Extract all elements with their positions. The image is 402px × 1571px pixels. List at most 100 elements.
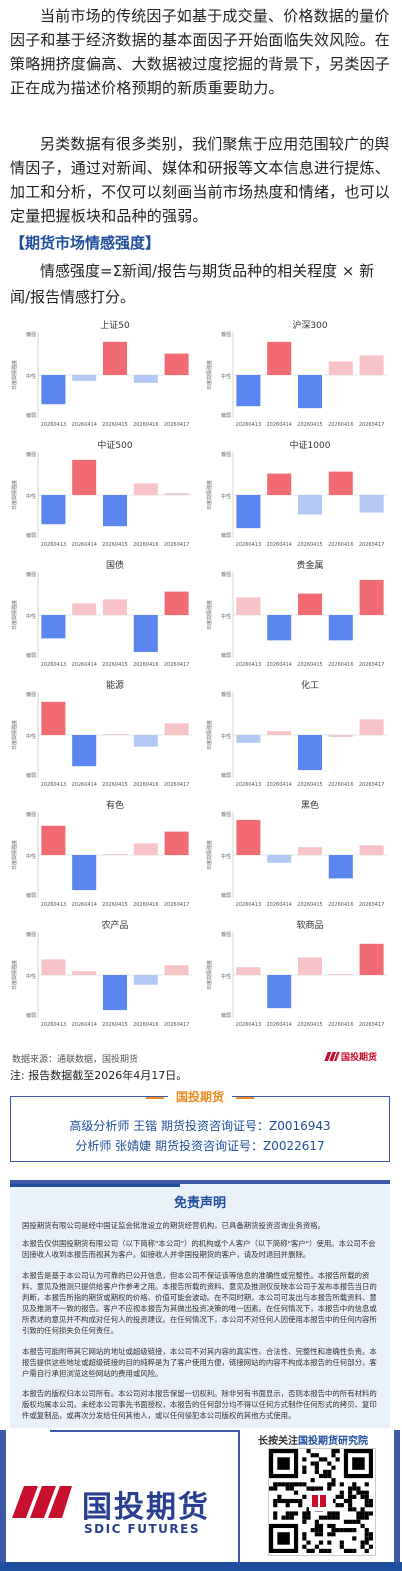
x-tick-label: 20260414 xyxy=(71,1022,96,1028)
y-tick-label: 中性 xyxy=(221,373,231,380)
y-axis-label: 日度舆情强度 xyxy=(11,840,18,870)
x-tick-label: 20260415 xyxy=(102,422,127,428)
x-tick-label: 20260416 xyxy=(328,422,353,428)
x-tick-label: 20260414 xyxy=(266,1022,291,1028)
footer-divider xyxy=(238,1430,240,1571)
y-axis-label: 日度舆情强度 xyxy=(11,480,18,510)
bar xyxy=(164,353,189,375)
x-tick-label: 20260416 xyxy=(328,1022,353,1028)
x-tick-label: 20260417 xyxy=(164,1022,189,1028)
y-axis-label: 日度舆情强度 xyxy=(206,480,213,510)
bar xyxy=(297,735,323,771)
footer-logo: 国投期货 SDIC FUTURES xyxy=(12,1452,237,1552)
y-tick-label: 偏强 xyxy=(26,451,36,458)
x-tick-label: 20260417 xyxy=(164,422,189,428)
x-tick-label: 20260417 xyxy=(359,902,384,908)
bar xyxy=(41,375,66,405)
bar xyxy=(328,735,353,737)
sentiment-formula: 情感强度=Σ新闻/报告与期货品种的相关程度 × 新闻/报告情感打分。 xyxy=(10,262,375,306)
bar xyxy=(41,825,66,855)
qr-caption: 长按关注国投期货研究院 xyxy=(258,1432,368,1447)
footer-company-name: 国投期货 xyxy=(82,1490,210,1525)
y-tick-label: 偏强 xyxy=(221,931,231,938)
panel-title: 国债 xyxy=(106,559,124,571)
disclaimer-p3: 本报告是基于本公司认为可靠的已公开信息，但本公司不保证该等信息的准确性或完整性。… xyxy=(22,1271,377,1335)
y-tick-label: 偏强 xyxy=(221,451,231,458)
x-tick-label: 20260413 xyxy=(41,542,66,548)
y-axis-label: 日度舆情强度 xyxy=(206,840,213,870)
bar xyxy=(236,375,261,407)
x-tick-label: 20260414 xyxy=(266,662,291,668)
y-axis-label: 日度舆情强度 xyxy=(206,720,213,750)
analyst-line-2: 分析师 张婧婕 期货投资咨询证号：Z0022617 xyxy=(75,1139,325,1153)
panel-title: 有色 xyxy=(106,799,124,811)
y-axis-label: 日度舆情强度 xyxy=(11,600,18,630)
x-tick-label: 20260413 xyxy=(41,662,66,668)
panel-title: 沪深300 xyxy=(292,319,327,331)
bar xyxy=(328,471,353,495)
x-tick-label: 20260413 xyxy=(41,422,66,428)
qr-code[interactable] xyxy=(268,1448,376,1556)
bar xyxy=(328,615,353,641)
bar xyxy=(133,735,158,747)
y-tick-label: 中性 xyxy=(26,493,36,500)
y-tick-label: 偏强 xyxy=(221,331,231,338)
x-tick-label: 20260413 xyxy=(41,902,66,908)
y-tick-label: 中性 xyxy=(26,853,36,860)
bar xyxy=(267,615,292,641)
y-tick-label: 中性 xyxy=(26,973,36,980)
disclaimer-p5: 本报告的版权归本公司所有。本公司对本报告保留一切权利。除非另有书面显示，否则本报… xyxy=(22,1389,377,1420)
y-tick-label: 偏弱 xyxy=(221,892,231,899)
panel-title: 化工 xyxy=(301,679,319,691)
disclaimer-top-bar-accent xyxy=(10,1184,180,1187)
bar xyxy=(102,599,128,615)
report-date-note: 注: 报告数据截至2026年4月17日。 xyxy=(10,1069,188,1082)
intro-paragraph-1: 当前市场的传统因子如基于成交量、价格数据的量价因子和基于经济数据的基本面因子开始… xyxy=(10,7,391,97)
x-tick-label: 20260414 xyxy=(266,542,291,548)
x-tick-label: 20260417 xyxy=(164,902,189,908)
y-axis-label: 日度舆情强度 xyxy=(11,720,18,750)
x-tick-label: 20260416 xyxy=(133,542,158,548)
y-tick-label: 偏强 xyxy=(221,691,231,698)
disclaimer-top-bar xyxy=(10,1180,390,1184)
panel-title: 上证50 xyxy=(100,320,130,331)
bar xyxy=(359,719,384,735)
disclaimer-p1: 国投期货有限公司是经中国证监会批准设立的期货经营机构，已具备期货投资咨询业务资格… xyxy=(22,1221,326,1230)
y-tick-label: 偏强 xyxy=(221,811,231,818)
y-tick-label: 中性 xyxy=(221,493,231,500)
qr-caption-prefix: 长按关注 xyxy=(258,1436,298,1447)
y-tick-label: 偏强 xyxy=(26,931,36,938)
x-tick-label: 20260414 xyxy=(266,782,291,788)
panel-title: 中证500 xyxy=(97,439,132,451)
sentiment-chart-grid: 上证50 偏强 中性 偏弱 日度舆情强度 20260413 20260414 20260415… xyxy=(6,318,396,1038)
x-tick-label: 20260416 xyxy=(328,662,353,668)
x-tick-label: 20260416 xyxy=(133,422,158,428)
bar xyxy=(41,615,66,639)
y-tick-label: 偏强 xyxy=(26,571,36,578)
bar xyxy=(72,971,97,975)
bar xyxy=(267,473,292,495)
panel-title: 中证1000 xyxy=(290,439,331,451)
analyst-card-title: 国投期货 xyxy=(145,1088,255,1105)
x-tick-label: 20260414 xyxy=(266,902,291,908)
y-tick-label: 偏弱 xyxy=(221,532,231,539)
panel-title: 黑色 xyxy=(301,799,319,811)
bar xyxy=(41,701,66,735)
x-tick-label: 20260417 xyxy=(164,782,189,788)
x-tick-label: 20260415 xyxy=(102,902,127,908)
bar xyxy=(297,375,323,409)
y-axis-label: 日度舆情强度 xyxy=(206,360,213,390)
bar xyxy=(164,965,189,975)
qr-caption-highlight: 国投期货研究院 xyxy=(298,1436,368,1447)
section-heading: 【期货市场情感强度】 xyxy=(10,234,161,252)
footer-bottom-bar xyxy=(0,1562,402,1571)
footer-company-name-en: SDIC FUTURES xyxy=(84,1522,201,1536)
